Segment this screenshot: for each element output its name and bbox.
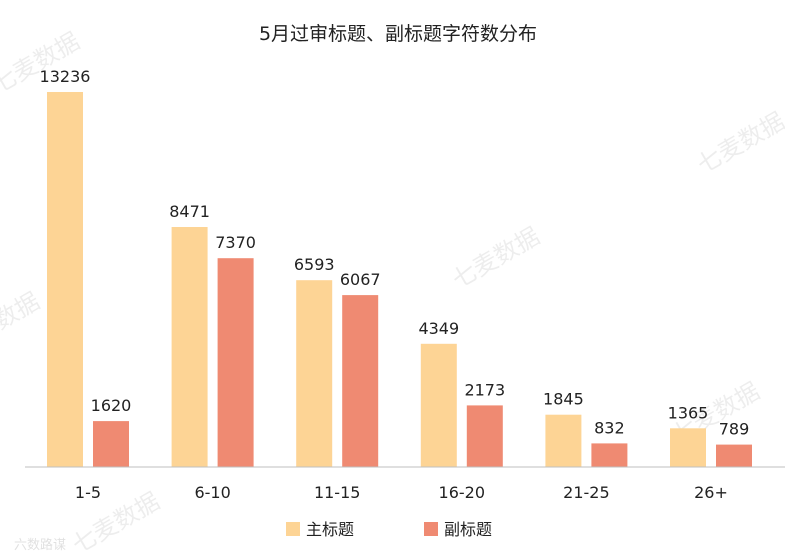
bar-main-0 xyxy=(47,92,83,467)
value-label-main-3: 4349 xyxy=(418,319,459,338)
value-label-sub-3: 2173 xyxy=(464,380,505,399)
x-tick-label-0: 1-5 xyxy=(75,483,101,502)
x-tick-label-4: 21-25 xyxy=(563,483,610,502)
corner-watermark: 六数路谋 xyxy=(14,537,66,553)
legend-swatch-sub xyxy=(424,522,438,536)
bar-main-4 xyxy=(545,414,582,467)
bar-sub-2 xyxy=(342,295,379,467)
value-label-sub-0: 1620 xyxy=(91,396,132,415)
bar-sub-1 xyxy=(217,258,254,467)
bar-main-3 xyxy=(420,343,457,467)
watermark-0: 七麦数据 xyxy=(0,27,85,99)
value-label-sub-1: 7370 xyxy=(215,233,256,252)
x-axis-ticks: 1-5 6-10 11-15 16-20 21-25 26+ xyxy=(75,483,728,502)
chart-title: 5月过审标题、副标题字符数分布 xyxy=(259,23,537,45)
bar-main-2 xyxy=(296,280,333,467)
bar-sub-5 xyxy=(716,444,752,467)
bar-sub-0 xyxy=(93,421,129,467)
value-label-main-5: 1365 xyxy=(668,403,709,422)
bar-sub-3 xyxy=(466,405,503,467)
x-tick-label-2: 11-15 xyxy=(314,483,361,502)
value-label-main-1: 8471 xyxy=(169,202,210,221)
legend-swatch-main xyxy=(286,522,300,536)
x-tick-label-5: 26+ xyxy=(694,483,728,502)
value-label-sub-2: 6067 xyxy=(340,270,381,289)
legend: 主标题 副标题 xyxy=(286,520,492,539)
watermark-1: 七麦数据 xyxy=(692,107,785,179)
value-label-main-2: 6593 xyxy=(294,255,335,274)
x-tick-label-3: 16-20 xyxy=(439,483,486,502)
watermark-5: 七麦数据 xyxy=(0,287,45,359)
legend-label-main: 主标题 xyxy=(306,520,354,539)
watermark-2: 七麦数据 xyxy=(447,222,544,294)
bar-main-1 xyxy=(171,227,208,467)
bar-main-5 xyxy=(670,428,706,467)
legend-label-sub: 副标题 xyxy=(444,520,492,539)
value-label-main-4: 1845 xyxy=(543,390,584,409)
bars: 13236 1620 8471 7370 6593 6067 4349 2173 1845 832… xyxy=(40,67,752,467)
x-tick-label-1: 6-10 xyxy=(194,483,230,502)
bar-sub-4 xyxy=(591,443,628,467)
value-label-sub-4: 832 xyxy=(594,418,625,437)
value-label-main-0: 13236 xyxy=(40,67,91,86)
value-label-sub-5: 789 xyxy=(719,420,750,439)
